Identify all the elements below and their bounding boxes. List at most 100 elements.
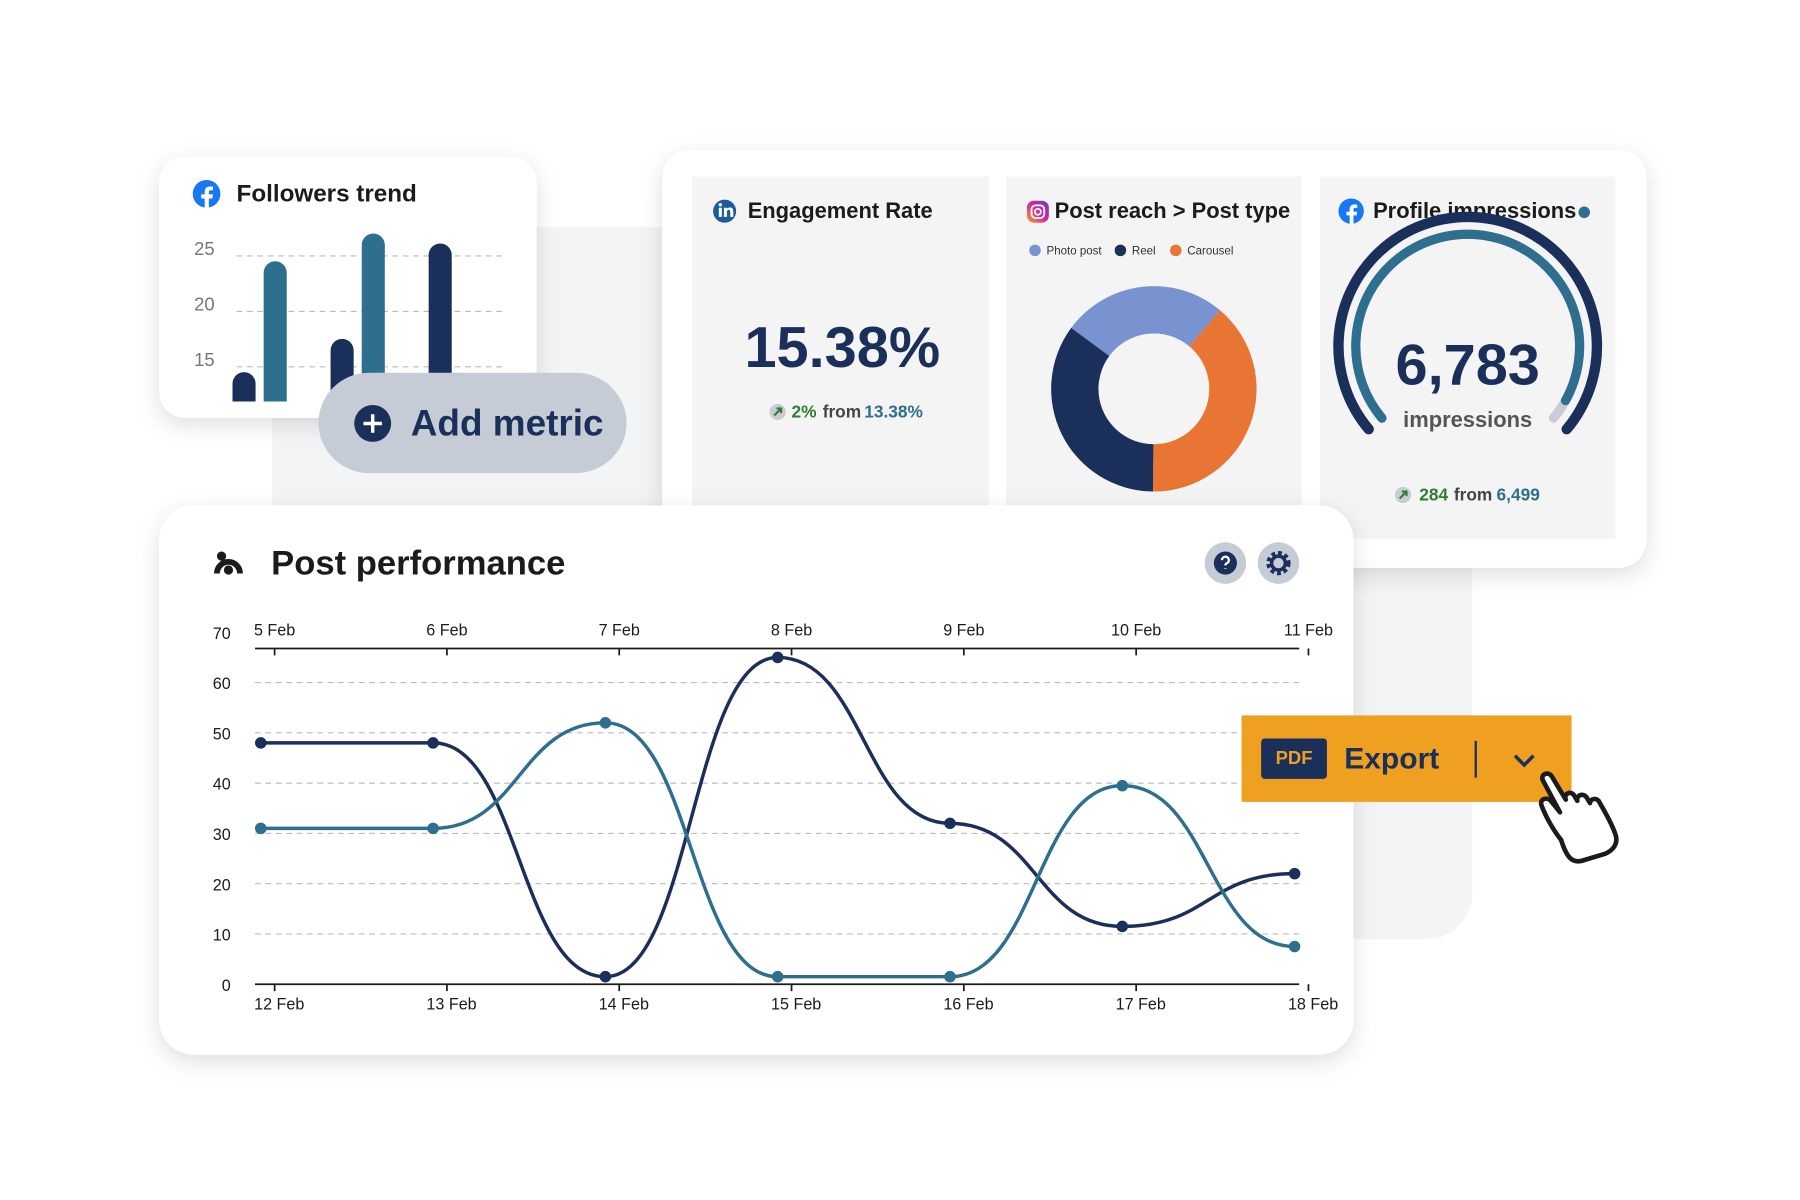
line-point: [427, 737, 439, 749]
trend-arrow: [773, 407, 783, 417]
pie-slice: [1071, 286, 1220, 356]
instagram-glyph: [1034, 207, 1042, 216]
legend-swatch: [1029, 244, 1041, 257]
pie-slice: [1051, 327, 1154, 492]
bar: [263, 261, 287, 402]
line-point: [944, 970, 956, 983]
y-tick-label: 60: [213, 675, 231, 693]
top-tick-label: 10 Feb: [1111, 621, 1161, 639]
y-tick-label: 10: [213, 927, 231, 945]
post-performance-card: Post performance 0 10 20 30 40 50 60 70 12 Feb 13…: [159, 505, 1354, 1055]
change-from: from: [823, 402, 861, 422]
x-tick-label: 14 Feb: [599, 995, 649, 1013]
legend-swatch: [1114, 244, 1127, 257]
bar: [232, 372, 256, 402]
top-tick-label: 5 Feb: [254, 621, 295, 639]
settings-glyph: [1266, 550, 1291, 576]
card: [159, 505, 1354, 1055]
bar: [361, 233, 385, 402]
settings-button[interactable]: [1257, 542, 1300, 584]
instagram-icon: [1026, 200, 1049, 223]
followers-card: Followers trend 15 20 25: [159, 156, 537, 418]
export-button[interactable]: PDF Export: [1241, 715, 1572, 802]
x-tick-label: 12 Feb: [254, 995, 304, 1013]
metrics-card: Engagement Rate 15.38% 2% from 13.38% Po…: [662, 150, 1647, 568]
line-point: [771, 651, 784, 664]
button-label[interactable]: Export: [1344, 742, 1439, 775]
gauge-arc: [1333, 211, 1603, 435]
previous-value: 6,499: [1497, 485, 1540, 505]
pdf-label: PDF: [1276, 747, 1313, 768]
pdf-badge: [1261, 738, 1327, 779]
performance-icon: [216, 551, 227, 561]
facebook-glyph: [201, 186, 213, 209]
button-bg[interactable]: [318, 372, 627, 474]
legend-label: Reel: [1132, 246, 1156, 258]
pie-slice: [1153, 310, 1257, 492]
y-tick-label: 50: [213, 725, 231, 743]
instagram-glyph: [1030, 204, 1046, 219]
y-tick-label: 0: [222, 977, 231, 995]
legend-label: Carousel: [1187, 246, 1233, 258]
previous-value: 13.38%: [864, 402, 923, 422]
line-series: [260, 655, 1295, 979]
x-tick-label: 17 Feb: [1116, 995, 1166, 1013]
y-tick-label: 40: [213, 776, 231, 794]
panel: [692, 176, 989, 523]
facebook-glyph: [1346, 204, 1358, 225]
y-tick-label: 15: [194, 349, 215, 370]
change-from: from: [1454, 485, 1492, 505]
x-tick-label: 13 Feb: [426, 995, 476, 1013]
plus-glyph: [363, 414, 382, 433]
top-tick-label: 9 Feb: [943, 621, 984, 639]
gauge: [1333, 211, 1603, 435]
y-tick-label: 20: [194, 294, 215, 315]
donut-chart: Photo post Reel Carousel: [1029, 244, 1257, 492]
help-glyph: [1220, 555, 1230, 569]
legend-swatch: [1170, 244, 1182, 257]
line-point: [255, 737, 267, 749]
top-tick-label: 6 Feb: [426, 621, 467, 639]
card-title: Post performance: [271, 545, 565, 583]
add-metric-button[interactable]: Add metric: [318, 372, 627, 474]
line-point: [255, 822, 267, 835]
change-value: 284: [1419, 485, 1448, 505]
performance-icon: [223, 565, 234, 575]
line-point: [1116, 779, 1129, 792]
top-tick-label: 11 Feb: [1284, 621, 1333, 639]
x-tick-label: 18 Feb: [1288, 995, 1338, 1013]
linkedin-glyph: [718, 203, 734, 217]
line-point: [944, 817, 956, 830]
top-tick-label: 8 Feb: [771, 621, 812, 639]
line-point: [771, 970, 784, 983]
line-point: [427, 822, 439, 835]
line-point: [1288, 940, 1301, 953]
line-point: [599, 970, 612, 983]
hand-cursor: [1538, 771, 1619, 864]
card-title: Followers trend: [237, 180, 417, 207]
top-tick-label: 7 Feb: [599, 621, 640, 639]
line-point: [599, 717, 612, 729]
gauge-value: 6,783: [1396, 333, 1540, 397]
button-label[interactable]: Add metric: [411, 403, 604, 444]
x-tick-label: 16 Feb: [943, 995, 993, 1013]
trend-arrow: [1398, 490, 1408, 500]
gauge-unit: impressions: [1403, 407, 1532, 432]
gauge-previous-arc: [1351, 229, 1585, 423]
line-point: [1288, 867, 1301, 880]
change-value: 2%: [792, 402, 817, 422]
status-dot: [1578, 206, 1590, 219]
card-title: Engagement Rate: [748, 198, 933, 223]
performance-icon: [214, 559, 243, 574]
bar: [428, 243, 452, 402]
legend-label: Photo post: [1047, 246, 1103, 258]
line-point: [1116, 920, 1129, 933]
card-title: Post reach > Post type: [1055, 198, 1291, 223]
y-tick-label: 70: [213, 625, 231, 643]
engagement-value: 15.38%: [744, 316, 940, 380]
x-tick-label: 15 Feb: [771, 995, 821, 1013]
dropdown-chevron[interactable]: [1513, 754, 1535, 768]
y-tick-label: 20: [213, 876, 231, 894]
